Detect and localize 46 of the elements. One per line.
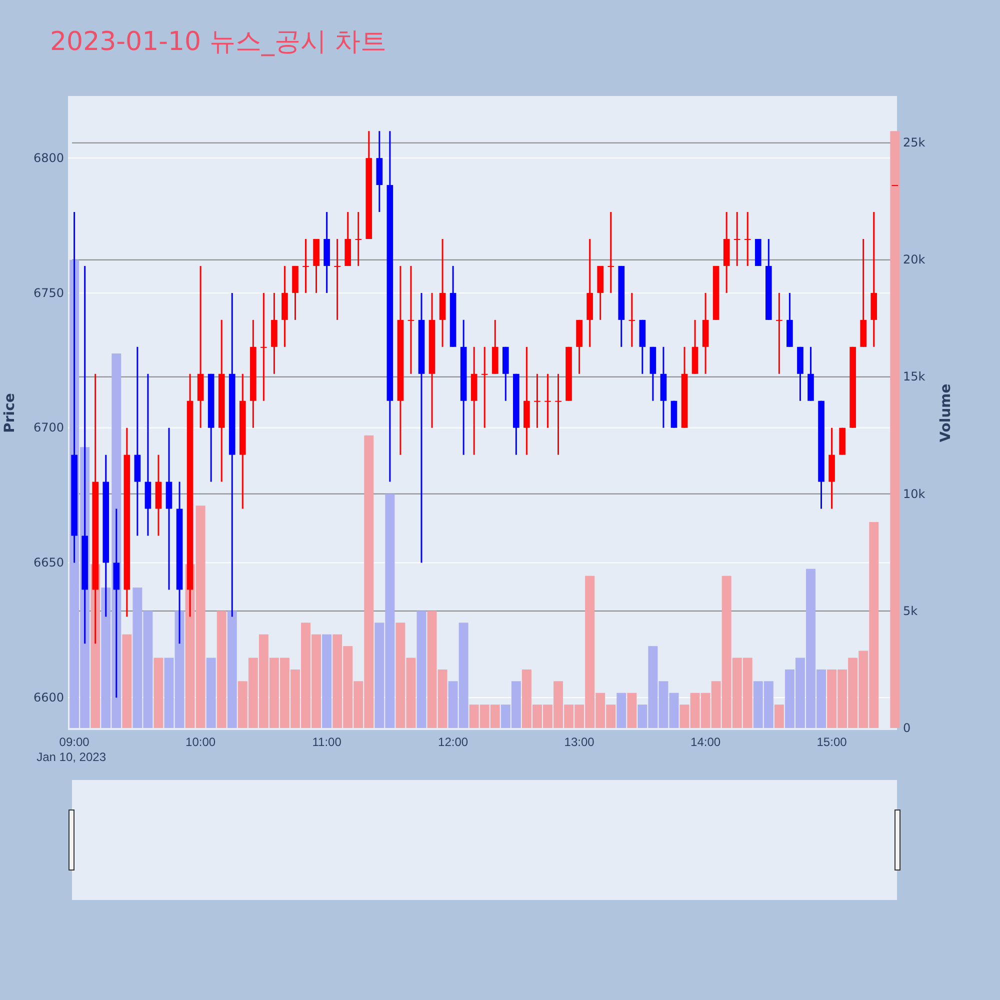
y2-tick-label: 0 <box>903 720 911 735</box>
y-tick-label: 6600 <box>33 690 64 704</box>
bar <box>206 658 216 728</box>
candlestick <box>408 265 414 375</box>
bar <box>627 692 637 728</box>
candlestick <box>744 211 751 267</box>
x-tick-label: 09:00 Jan 10, 2023 <box>36 735 106 764</box>
x-tick-label: 15:00 <box>816 735 848 749</box>
bar <box>227 610 237 728</box>
x-tick-label: 10:00 <box>186 735 216 749</box>
y-tick-label: 6800 <box>33 150 64 165</box>
bar <box>154 658 164 728</box>
candlestick <box>608 211 614 294</box>
candlestick <box>734 211 740 267</box>
candlestick <box>260 292 267 402</box>
candlestick <box>302 238 309 294</box>
bar <box>616 692 626 728</box>
y2-tick-label: 25k <box>903 136 926 150</box>
candlestick <box>555 373 562 456</box>
y-tick-label: 6700 <box>33 420 64 435</box>
x-tick-label: 12:00 <box>438 735 468 749</box>
y2-axis-title: Volume <box>938 384 954 442</box>
candlestick <box>628 292 636 348</box>
y-axis-title: Price <box>2 393 18 433</box>
candlestick <box>776 292 782 375</box>
y-tick-label: 6650 <box>33 556 64 570</box>
y2-tick-label: 10k <box>903 486 926 501</box>
y-tick-label: 6750 <box>33 286 64 300</box>
y2-tick-label: 5k <box>903 604 918 618</box>
bar <box>216 610 226 728</box>
bar <box>322 634 332 728</box>
y2-tick-label: 15k <box>903 370 926 384</box>
candlestick <box>534 373 540 429</box>
candlestick <box>544 373 551 429</box>
chart-title: 2023-01-10 뉴스_공시 차트 <box>50 27 387 57</box>
bar <box>416 610 426 728</box>
candlestick <box>334 238 340 321</box>
x-tick-label: 13:00 <box>564 735 595 749</box>
candlestick <box>481 346 488 429</box>
y2-tick-label: 20k <box>903 252 926 267</box>
bar <box>122 634 132 728</box>
candlestick <box>355 211 362 267</box>
bar <box>890 131 900 728</box>
bar <box>774 704 784 728</box>
x-tick-label: 11:00 <box>312 735 342 749</box>
x-tick-label: 14:00 <box>690 735 721 749</box>
